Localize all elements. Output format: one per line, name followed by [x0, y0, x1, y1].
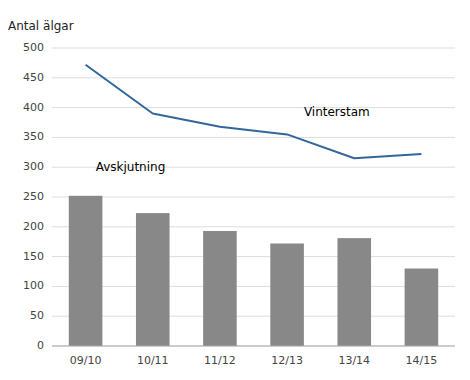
grid-line	[52, 286, 455, 287]
grid-line	[52, 256, 455, 257]
y-tick-label: 500	[23, 41, 44, 54]
chart-svg: 0 50 100 150 200 250 300 350 400 450 500 Antal älga…	[0, 0, 470, 380]
annotation: Vinterstam	[304, 105, 370, 119]
x-tick-label: 12/13	[271, 354, 303, 367]
y-tick-label: 400	[23, 101, 44, 114]
y-tick-label: 0	[37, 339, 44, 352]
annotation: Avskjutning	[96, 160, 166, 174]
y-tick-label: 100	[23, 279, 44, 292]
y-tick-label: 200	[23, 220, 44, 233]
grid-line	[52, 346, 455, 347]
grid	[52, 48, 455, 346]
grid-line	[52, 77, 455, 78]
x-axis-line	[52, 346, 455, 347]
x-tick-labels: 09/10 10/11 11/12 12/13 13/14 14/15	[70, 354, 438, 367]
bar	[136, 213, 170, 346]
y-axis-label: Antal älgar	[8, 19, 74, 33]
y-tick-label: 150	[23, 250, 44, 263]
y-tick-label: 450	[23, 71, 44, 84]
chart-container: 0 50 100 150 200 250 300 350 400 450 500 Antal älga…	[0, 0, 470, 380]
x-tick-label: 13/14	[338, 354, 370, 367]
grid-line	[52, 107, 455, 108]
y-tick-label: 250	[23, 190, 44, 203]
x-tick-label: 09/10	[70, 354, 102, 367]
grid-line	[52, 137, 455, 138]
x-tick-label: 14/15	[406, 354, 438, 367]
bar	[405, 269, 439, 346]
y-tick-labels: 0 50 100 150 200 250 300 350 400 450 500	[23, 41, 44, 352]
grid-line	[52, 197, 455, 198]
line	[86, 65, 422, 159]
y-tick-label: 350	[23, 130, 44, 143]
grid-line	[52, 226, 455, 227]
grid-line	[52, 48, 455, 49]
grid-line	[52, 316, 455, 317]
bar	[69, 196, 103, 346]
bar	[337, 238, 371, 346]
x-tick-label: 11/12	[204, 354, 236, 367]
y-tick-label: 300	[23, 160, 44, 173]
marks	[69, 65, 438, 346]
x-tick-label: 10/11	[137, 354, 169, 367]
y-tick-label: 50	[30, 309, 44, 322]
annotations: Vinterstam Avskjutning	[96, 105, 370, 174]
bar	[203, 231, 237, 346]
bar	[270, 243, 304, 346]
